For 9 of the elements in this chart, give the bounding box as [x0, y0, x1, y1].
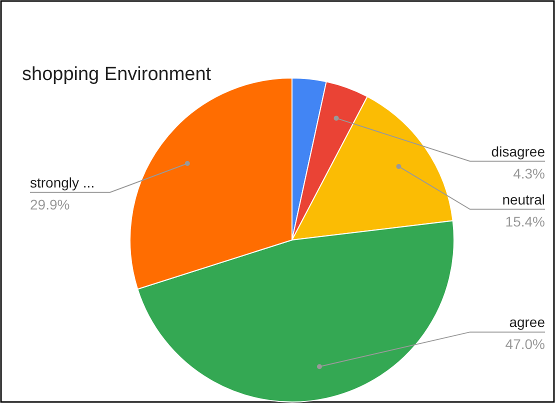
data-label: 4.3%: [513, 165, 545, 182]
slice-label: strongly ...: [30, 174, 95, 190]
chart-title: shopping Environment: [22, 64, 212, 85]
slice-label: disagree: [491, 143, 546, 160]
data-label: 47.0%: [505, 336, 545, 352]
data-label: 29.9%: [30, 196, 70, 212]
data-label: 15.4%: [505, 213, 545, 230]
slice-label: neutral: [502, 191, 545, 208]
slice-label: agree: [509, 314, 546, 330]
